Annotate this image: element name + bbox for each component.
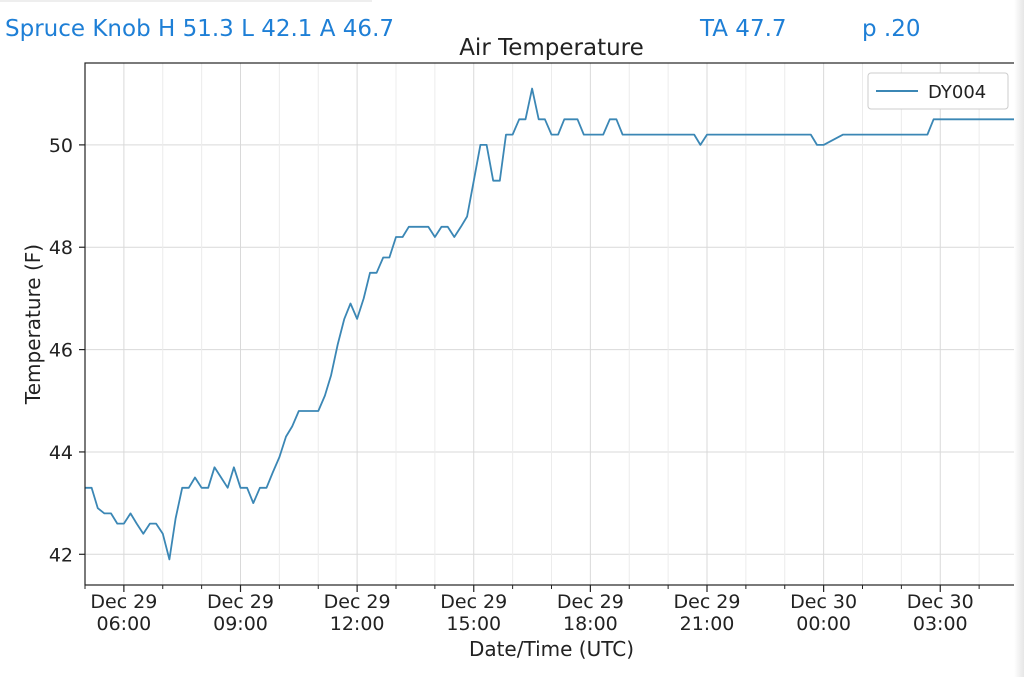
y-tick-label: 48: [49, 237, 73, 259]
chart-title: Air Temperature: [459, 35, 644, 61]
precipitation-text: p .20: [862, 16, 921, 42]
legend-box: [867, 72, 1009, 110]
x-tick-label-date: Dec 29: [557, 591, 624, 613]
x-tick-label-date: Dec 29: [207, 591, 274, 613]
x-tick-label-time: 21:00: [680, 613, 735, 635]
y-tick-label: 50: [49, 135, 73, 157]
air-temp-average-text: TA 47.7: [700, 16, 787, 42]
legend: DY004: [867, 72, 1009, 110]
x-tick-label-date: Dec 30: [907, 591, 974, 613]
y-axis-label: Temperature (F): [21, 244, 45, 405]
station-summary-text: Spruce Knob H 51.3 L 42.1 A 46.7: [5, 16, 395, 42]
legend-label-dy004: DY004: [928, 82, 986, 103]
screen-edge: [1014, 0, 1024, 677]
x-tick-label-time: 06:00: [96, 613, 151, 635]
top-rule: [0, 0, 372, 2]
x-tick-label-time: 18:00: [563, 613, 618, 635]
x-tick-label-date: Dec 29: [90, 591, 157, 613]
y-tick-label: 44: [49, 442, 73, 464]
x-tick-label-date: Dec 30: [790, 591, 857, 613]
x-tick-label-time: 00:00: [796, 613, 851, 635]
x-tick-label-time: 03:00: [913, 613, 968, 635]
x-tick-label-time: 09:00: [213, 613, 268, 635]
series-line-dy004: [85, 87, 1018, 561]
x-tick-label-date: Dec 29: [674, 591, 741, 613]
grid-layer: [84, 63, 1019, 585]
y-tick-label: 46: [49, 340, 73, 362]
x-tick-label-date: Dec 29: [324, 591, 391, 613]
x-tick-label-time: 12:00: [330, 613, 385, 635]
y-tick-label: 42: [49, 544, 73, 566]
series-layer: [85, 87, 1018, 561]
x-tick-label-date: Dec 29: [440, 591, 507, 613]
x-axis-label: Date/Time (UTC): [469, 637, 634, 661]
x-tick-label-time: 15:00: [446, 613, 501, 635]
